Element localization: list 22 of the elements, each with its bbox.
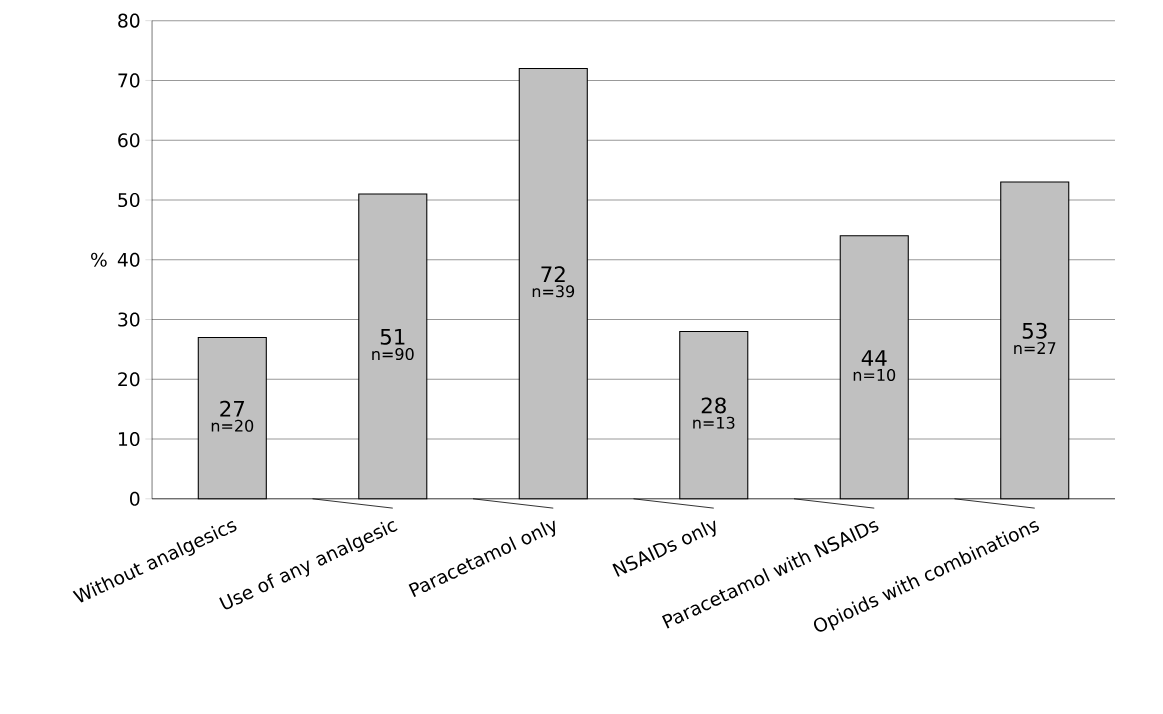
data-label: 53 xyxy=(1022,322,1047,340)
data-label: 51 xyxy=(380,329,405,346)
data-label: 44 xyxy=(861,350,887,366)
y-tick-label: 80 xyxy=(118,13,140,28)
annotation: n=10 xyxy=(853,369,896,382)
y-tick-label: 40 xyxy=(117,252,140,268)
y-tick-label: 10 xyxy=(118,432,140,447)
y-tick-label: 30 xyxy=(118,312,140,327)
data-label: 27 xyxy=(220,400,245,417)
data-label: 72 xyxy=(541,266,565,283)
y-tick-label: 60 xyxy=(118,133,140,148)
y-tick-label: 0 xyxy=(130,491,140,507)
annotation: n=20 xyxy=(211,419,254,433)
y-tick-label: 50 xyxy=(118,193,140,208)
annotation: n=39 xyxy=(532,285,575,298)
annotation: n=27 xyxy=(1014,342,1056,355)
y-tick-label: 70 xyxy=(118,73,140,88)
data-label: 28 xyxy=(701,397,726,414)
annotation: n=13 xyxy=(693,416,735,430)
y-tick-label: 20 xyxy=(118,372,140,387)
y-axis-title: % xyxy=(91,252,107,268)
annotation: n=90 xyxy=(372,348,414,361)
